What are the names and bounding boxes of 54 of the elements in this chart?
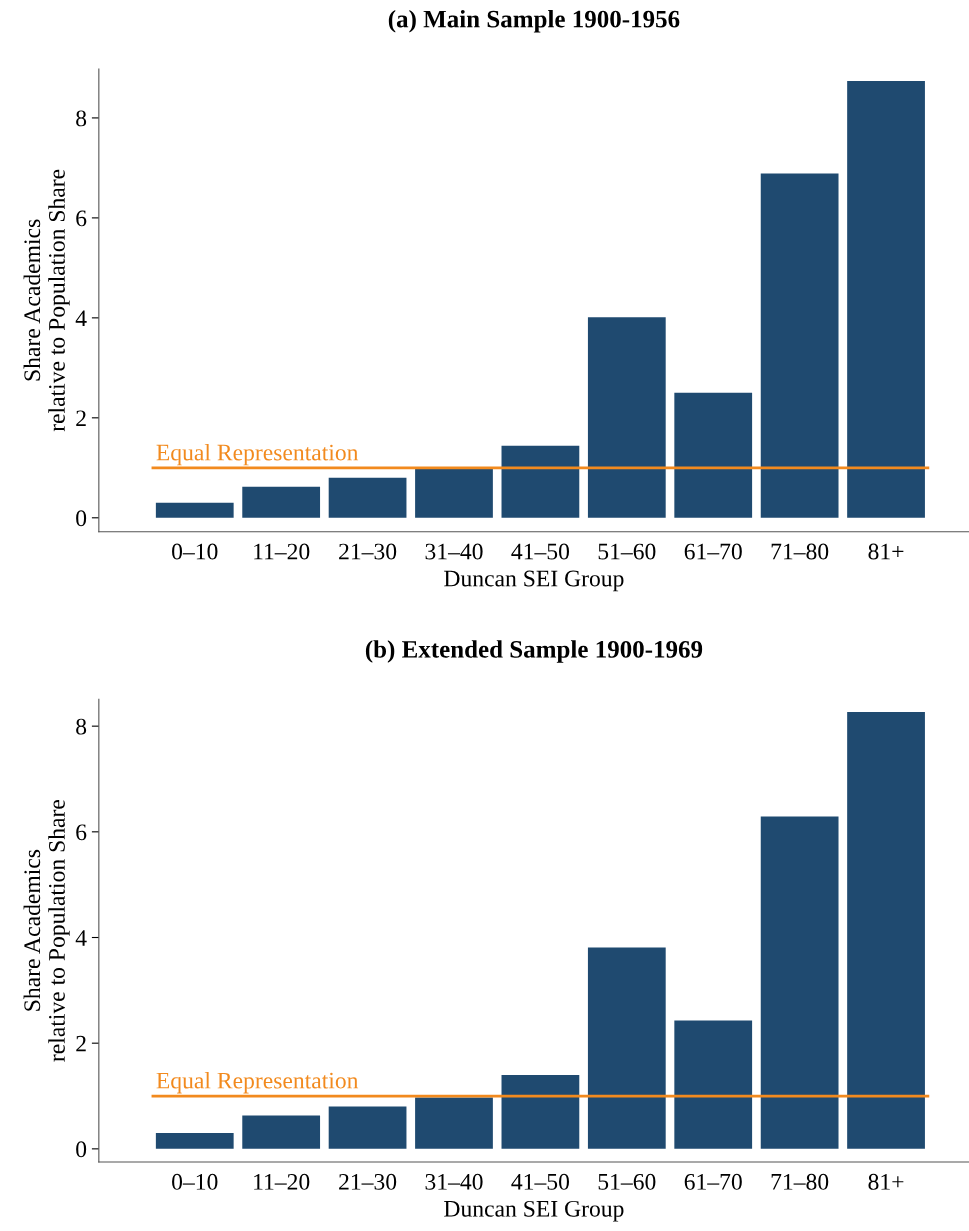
bar: [501, 445, 580, 518]
y-tick-label: 8: [76, 718, 87, 735]
x-tick-label: 11–20: [254, 1173, 310, 1190]
x-tick-label: 0–10: [172, 1173, 218, 1190]
x-tick-label: 41–50: [511, 543, 570, 560]
x-tick-label: 21–30: [339, 543, 397, 560]
chart-title: (a) Main Sample 1900-1956: [388, 9, 680, 33]
y-axis-title: Share Academics relative to Population Share: [23, 799, 70, 1062]
chart-title: (b) Extended Sample 1900-1969: [365, 640, 703, 663]
x-tick-label: 21–30: [339, 1173, 397, 1190]
x-tick-label: 61–70: [684, 1173, 742, 1190]
y-tick-label: 8: [76, 110, 87, 127]
bar: [587, 947, 666, 1149]
x-tick-label: 81+: [868, 1173, 904, 1190]
x-tick-label: 61–70: [684, 543, 742, 560]
bar: [674, 392, 753, 518]
x-tick-label: 71–80: [771, 1173, 829, 1190]
x-tick-label: 51–60: [598, 543, 656, 560]
bar: [760, 173, 839, 518]
bar: [847, 711, 925, 1149]
y-tick-label: 6: [76, 210, 87, 227]
y-axis-title: Share Academics relative to Population Share: [23, 169, 70, 432]
y-tick-label: 2: [76, 1035, 86, 1052]
bar: [328, 1106, 407, 1149]
y-tick-label: 0: [76, 1141, 87, 1158]
bar: [242, 1115, 321, 1149]
y-tick-label: 4: [75, 310, 87, 327]
bar: [501, 1074, 580, 1149]
bar: [760, 816, 839, 1149]
y-tick-label: 4: [75, 930, 87, 946]
x-tick-label: 71–80: [771, 543, 829, 560]
bar: [847, 80, 925, 518]
x-tick-label: 0–10: [172, 543, 218, 560]
x-tick-label: 41–50: [511, 1173, 570, 1190]
x-tick-label: 31–40: [425, 1173, 483, 1190]
x-tick-label: 11–20: [254, 543, 310, 560]
x-axis-title: Duncan SEI Group: [444, 1200, 624, 1222]
y-tick-label: 2: [76, 410, 86, 427]
y-tick-label: 6: [76, 824, 87, 841]
x-tick-label: 51–60: [598, 1173, 656, 1190]
y-tick-label: 0: [76, 510, 87, 527]
bar: [415, 1097, 493, 1149]
bar: [587, 317, 666, 518]
x-axis-title: Duncan SEI Group: [444, 570, 624, 592]
x-tick-label: 31–40: [425, 543, 483, 560]
ref-line-label: Equal Representation: [156, 1071, 359, 1094]
bar: [155, 502, 234, 518]
ref-line-label: Equal Representation: [156, 443, 359, 466]
bar: [415, 468, 493, 518]
bar: [674, 1020, 753, 1149]
bar: [155, 1133, 234, 1149]
x-tick-label: 81+: [868, 543, 904, 560]
bar: [242, 486, 321, 518]
bar: [328, 477, 407, 518]
